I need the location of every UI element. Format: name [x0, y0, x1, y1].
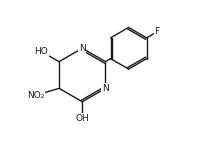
- Text: F: F: [154, 27, 159, 36]
- Text: HO: HO: [34, 47, 48, 56]
- Text: N: N: [79, 44, 86, 53]
- Text: N: N: [102, 84, 109, 93]
- Text: NO₂: NO₂: [27, 91, 44, 100]
- Text: OH: OH: [75, 114, 89, 123]
